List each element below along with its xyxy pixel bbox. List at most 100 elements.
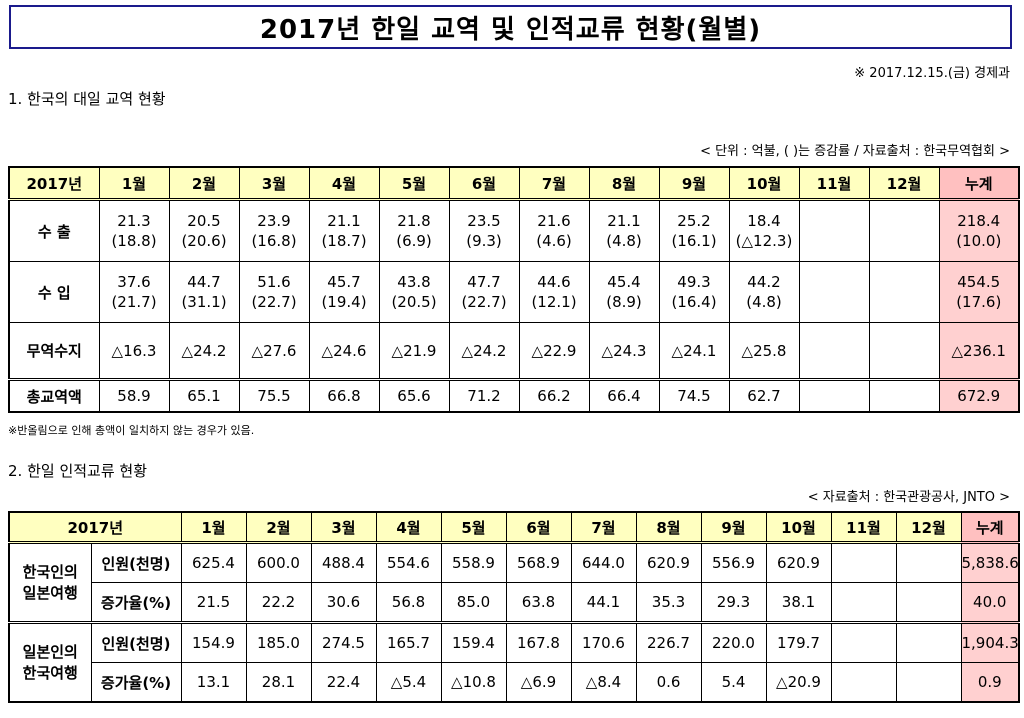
exchange-row: 일본인의 한국여행 인원(천명) 154.9 185.0 274.5 165.7 159.4 1… bbox=[8, 621, 1020, 703]
cell-value: 44.7 bbox=[187, 273, 221, 291]
trade-cell: 44.6 (12.1) bbox=[518, 261, 590, 323]
exchange-cell: 179.7 bbox=[765, 621, 832, 663]
cell-rate: (4.8) bbox=[746, 293, 782, 311]
header-month: 4월 bbox=[375, 511, 442, 544]
exchange-cell: 63.8 bbox=[505, 582, 572, 623]
trade-cell: 44.2 (4.8) bbox=[728, 261, 800, 323]
row-label: 증가율(%) bbox=[90, 662, 182, 703]
header-month: 11월 bbox=[798, 166, 870, 201]
cell-value: 23.9 bbox=[257, 212, 291, 230]
cell-value: 218.4 bbox=[957, 212, 1001, 230]
trade-cell bbox=[798, 322, 870, 380]
cell-rate: (22.7) bbox=[461, 293, 507, 311]
header-month: 10월 bbox=[765, 511, 832, 544]
trade-cell: 66.2 bbox=[518, 378, 590, 413]
header-month: 3월 bbox=[310, 511, 377, 544]
cell-value: 20.5 bbox=[187, 212, 221, 230]
exchange-cell: 558.9 bbox=[440, 542, 507, 583]
exchange-cell: 154.9 bbox=[180, 621, 247, 663]
header-month: 5월 bbox=[378, 166, 450, 201]
exchange-cell: 554.6 bbox=[375, 542, 442, 583]
cell-rate: (10.0) bbox=[956, 232, 1002, 250]
exchange-row: 증가율(%) 13.1 28.1 22.4 △5.4 △10.8 △6.9 △8.4 0.6 5.… bbox=[9, 662, 1020, 703]
group-label-line1: 한국인의 bbox=[22, 562, 78, 581]
row-label: 인원(천명) bbox=[90, 542, 182, 583]
cell-rate: (21.7) bbox=[111, 293, 157, 311]
exchange-row: 증가율(%) 21.5 22.2 30.6 56.8 85.0 63.8 44.1 35.3 29… bbox=[9, 582, 1020, 623]
exchange-cell bbox=[895, 621, 962, 663]
group-label: 일본인의 한국여행 bbox=[8, 621, 92, 703]
trade-cell: △24.1 bbox=[658, 322, 730, 380]
trade-header-row: 2017년 1월 2월 3월 4월 5월 6월 7월 8월 9월 10월 11월 12월 누계 bbox=[8, 166, 1020, 201]
trade-cell: △22.9 bbox=[518, 322, 590, 380]
cell-value: 47.7 bbox=[467, 273, 501, 291]
cell-value: 45.7 bbox=[327, 273, 361, 291]
cell-value: 25.2 bbox=[677, 212, 711, 230]
exchange-cell bbox=[830, 582, 897, 623]
cell-value: 21.3 bbox=[117, 212, 151, 230]
exchange-cell: 644.0 bbox=[570, 542, 637, 583]
header-month: 2월 bbox=[245, 511, 312, 544]
section2-source: < 자료출처 : 한국관광공사, JNTO > bbox=[807, 490, 1010, 505]
exchange-cell: 22.2 bbox=[245, 582, 312, 623]
trade-cell: 74.5 bbox=[658, 378, 730, 413]
cell-rate: (△12.3) bbox=[735, 232, 793, 250]
trade-cell: △24.2 bbox=[168, 322, 240, 380]
page-title-text: 2017년 한일 교역 및 인적교류 현황(월별) bbox=[259, 14, 762, 45]
exchange-cell: 159.4 bbox=[440, 621, 507, 663]
group-label: 한국인의 일본여행 bbox=[8, 542, 92, 623]
cell-value: 21.6 bbox=[537, 212, 571, 230]
cell-value: 18.4 bbox=[747, 212, 781, 230]
exchange-cell bbox=[830, 662, 897, 703]
cell-value: 43.8 bbox=[397, 273, 431, 291]
exchange-cell: 185.0 bbox=[245, 621, 312, 663]
exchange-cell: △20.9 bbox=[765, 662, 832, 703]
header-month: 3월 bbox=[238, 166, 310, 201]
exchange-cell: 29.3 bbox=[700, 582, 767, 623]
trade-cell: 21.8 (6.9) bbox=[378, 199, 450, 262]
exchange-cell: 0.6 bbox=[635, 662, 702, 703]
trade-cell: 49.3 (16.4) bbox=[658, 261, 730, 323]
header-month: 7월 bbox=[570, 511, 637, 544]
trade-cell bbox=[868, 378, 940, 413]
page-title: 2017년 한일 교역 및 인적교류 현황(월별) bbox=[9, 5, 1012, 49]
trade-row: 수 출 21.3 (18.8) 20.5 (20.6) 23.9 (16.8) 21.1 (18… bbox=[8, 199, 1020, 262]
cell-rate: (22.7) bbox=[251, 293, 297, 311]
trade-cell: 25.2 (16.1) bbox=[658, 199, 730, 262]
trade-cell: △21.9 bbox=[378, 322, 450, 380]
header-year: 2017년 bbox=[8, 166, 100, 201]
trade-cell: 21.1 (4.8) bbox=[588, 199, 660, 262]
header-month: 8월 bbox=[635, 511, 702, 544]
exchange-cell: 488.4 bbox=[310, 542, 377, 583]
exchange-cell bbox=[895, 582, 962, 623]
group-label-line2: 한국여행 bbox=[22, 663, 78, 682]
trade-cell: 18.4 (△12.3) bbox=[728, 199, 800, 262]
exchange-cell bbox=[830, 621, 897, 663]
exchange-cell: 38.1 bbox=[765, 582, 832, 623]
trade-cell: 45.4 (8.9) bbox=[588, 261, 660, 323]
trade-cell bbox=[868, 261, 940, 323]
header-month: 11월 bbox=[830, 511, 897, 544]
trade-cell: 21.3 (18.8) bbox=[98, 199, 170, 262]
exchange-cell: 220.0 bbox=[700, 621, 767, 663]
trade-cell: △24.3 bbox=[588, 322, 660, 380]
cell-value: 21.1 bbox=[327, 212, 361, 230]
cell-rate: (4.8) bbox=[606, 232, 642, 250]
exchange-cell: △6.9 bbox=[505, 662, 572, 703]
exchange-cell: 170.6 bbox=[570, 621, 637, 663]
row-label: 수 출 bbox=[8, 199, 100, 262]
exchange-cell: 625.4 bbox=[180, 542, 247, 583]
exchange-cell: 56.8 bbox=[375, 582, 442, 623]
exchange-cell: 85.0 bbox=[440, 582, 507, 623]
cell-value: 21.8 bbox=[397, 212, 431, 230]
exchange-table: 2017년 1월 2월 3월 4월 5월 6월 7월 8월 9월 10월 11월 12월 누계 한국인의 일본… bbox=[8, 511, 1020, 703]
header-month: 5월 bbox=[440, 511, 507, 544]
trade-cell bbox=[798, 261, 870, 323]
header-month: 6월 bbox=[505, 511, 572, 544]
row-label: 총교역액 bbox=[8, 378, 100, 413]
trade-cell: 672.9 bbox=[938, 378, 1020, 413]
trade-cell: 44.7 (31.1) bbox=[168, 261, 240, 323]
trade-cell: △236.1 bbox=[938, 322, 1020, 380]
header-month: 10월 bbox=[728, 166, 800, 201]
exchange-cell: 30.6 bbox=[310, 582, 377, 623]
